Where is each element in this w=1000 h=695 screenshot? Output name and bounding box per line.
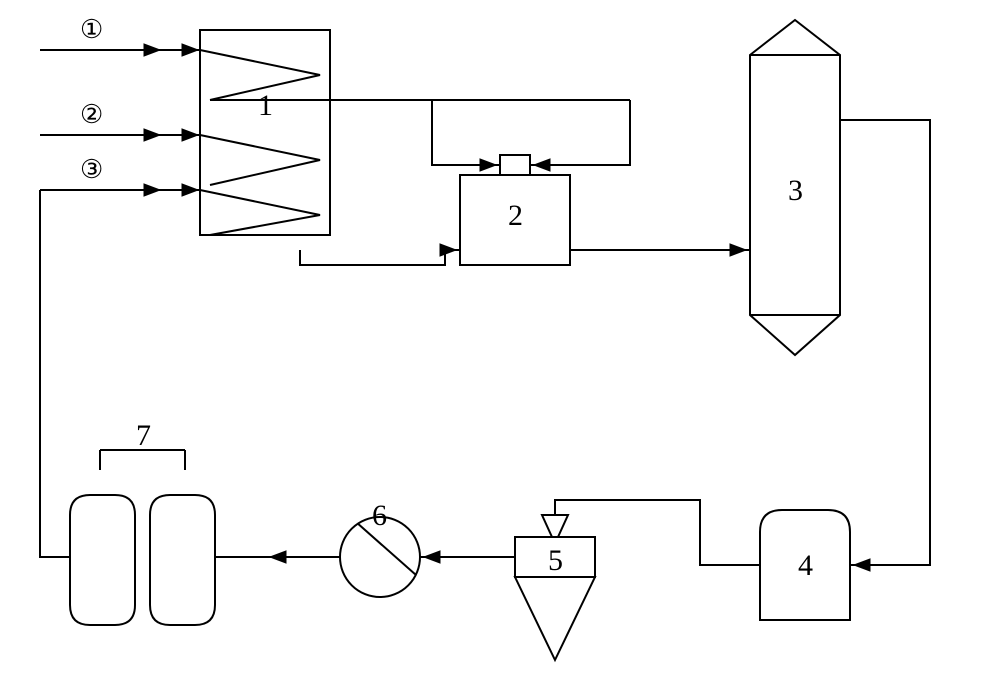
label-6: 6 bbox=[372, 499, 387, 532]
unit-7-vessel-2 bbox=[150, 495, 215, 625]
label-7: 7 bbox=[136, 419, 151, 452]
unit-6-chord bbox=[358, 524, 416, 575]
unit-5-cone bbox=[515, 577, 595, 660]
unit-5-funnel bbox=[542, 515, 568, 537]
process-flow-diagram: 1 ① ② ③ 2 3 4 5 6 7 bbox=[0, 0, 1000, 695]
label-4: 4 bbox=[798, 549, 813, 582]
pipe-u1-to-u2-bottom bbox=[300, 250, 460, 265]
label-3: 3 bbox=[788, 174, 803, 207]
input-label-2: ② bbox=[80, 100, 103, 129]
label-5: 5 bbox=[548, 544, 563, 577]
pipe-u1-to-u2-top-left bbox=[432, 100, 500, 165]
unit-7-vessel-1 bbox=[70, 495, 135, 625]
unit-1-coil-3 bbox=[200, 190, 320, 235]
pipe-u4-to-u5 bbox=[555, 500, 760, 565]
unit-2-neck bbox=[500, 155, 530, 175]
pipe-u3-to-u4 bbox=[840, 120, 930, 565]
input-label-3: ③ bbox=[80, 155, 103, 184]
label-2: 2 bbox=[508, 199, 523, 232]
pipe-u7-recycle bbox=[40, 190, 70, 557]
input-label-1: ① bbox=[80, 15, 103, 44]
unit-1-coil-2 bbox=[200, 135, 320, 185]
label-1: 1 bbox=[258, 89, 273, 122]
pipe-to-u2-top-right bbox=[530, 100, 630, 165]
